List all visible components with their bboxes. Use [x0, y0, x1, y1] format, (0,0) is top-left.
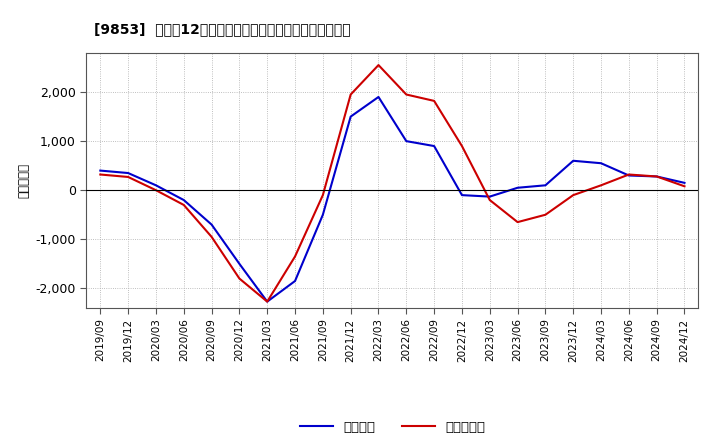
経常利益	[597, 161, 606, 166]
当期純利益	[235, 276, 243, 281]
経常利益	[430, 143, 438, 149]
経常利益	[485, 194, 494, 199]
当期純利益	[680, 183, 689, 189]
当期純利益	[430, 98, 438, 103]
Legend: 経常利益, 当期純利益: 経常利益, 当期純利益	[300, 421, 485, 434]
経常利益	[235, 261, 243, 267]
当期純利益	[291, 254, 300, 259]
当期純利益	[402, 92, 410, 97]
当期純利益	[152, 187, 161, 193]
当期純利益	[624, 172, 633, 177]
当期純利益	[597, 183, 606, 188]
経常利益	[96, 168, 104, 173]
当期純利益	[346, 92, 355, 97]
経常利益	[458, 192, 467, 198]
Text: [9853]  利益の12か月移動合計の対前年同期増減額の推移: [9853] 利益の12か月移動合計の対前年同期増減額の推移	[94, 22, 350, 36]
当期純利益	[374, 62, 383, 68]
当期純利益	[207, 234, 216, 239]
当期純利益	[458, 143, 467, 149]
当期純利益	[541, 212, 550, 217]
当期純利益	[96, 172, 104, 177]
経常利益	[179, 198, 188, 203]
当期純利益	[652, 174, 661, 179]
経常利益	[263, 299, 271, 304]
経常利益	[402, 139, 410, 144]
経常利益	[207, 222, 216, 227]
経常利益	[374, 94, 383, 99]
経常利益	[346, 114, 355, 119]
経常利益	[652, 174, 661, 179]
当期純利益	[318, 192, 327, 198]
経常利益	[513, 185, 522, 191]
経常利益	[124, 170, 132, 176]
経常利益	[152, 183, 161, 188]
経常利益	[318, 212, 327, 217]
Line: 当期純利益: 当期純利益	[100, 65, 685, 302]
当期純利益	[569, 192, 577, 198]
経常利益	[569, 158, 577, 163]
当期純利益	[513, 220, 522, 225]
当期純利益	[179, 202, 188, 208]
当期純利益	[124, 174, 132, 180]
経常利益	[624, 173, 633, 178]
経常利益	[541, 183, 550, 188]
Line: 経常利益: 経常利益	[100, 97, 685, 302]
経常利益	[291, 279, 300, 284]
当期純利益	[485, 198, 494, 203]
経常利益	[680, 180, 689, 186]
Y-axis label: （百万円）: （百万円）	[17, 163, 30, 198]
当期純利益	[263, 299, 271, 304]
